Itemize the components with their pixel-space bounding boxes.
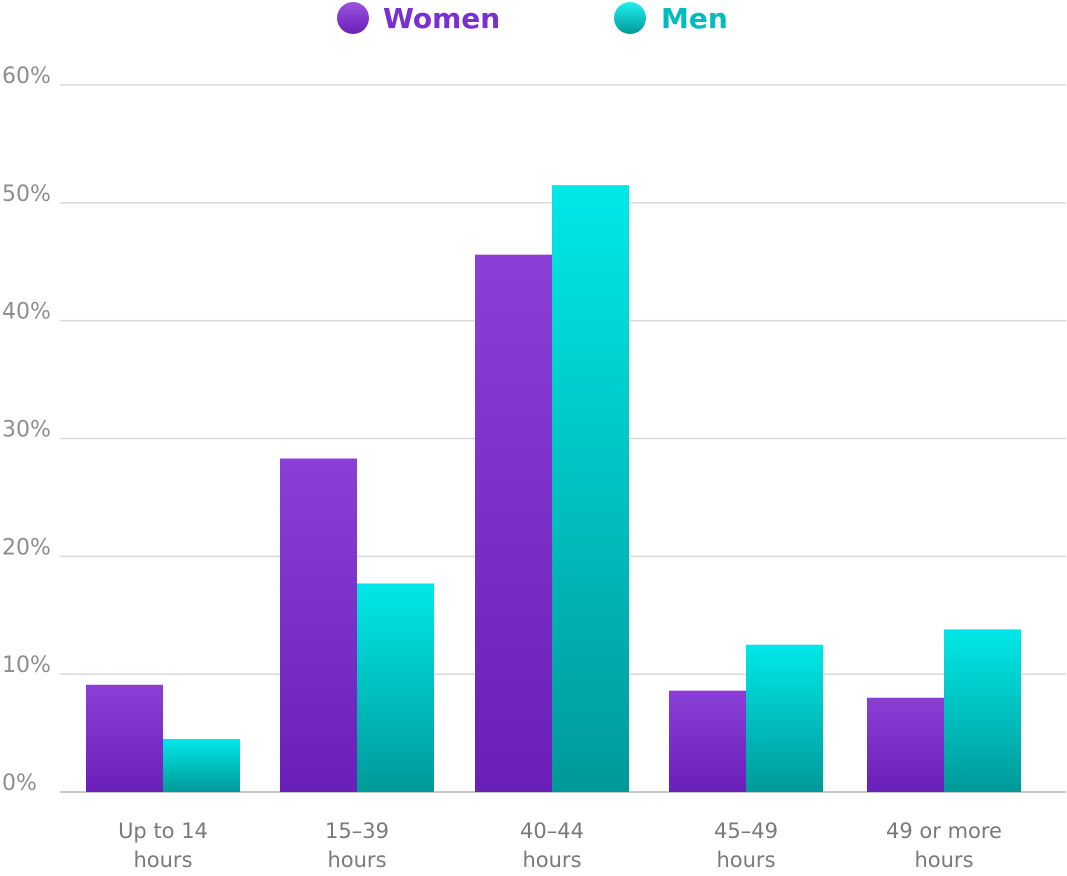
y-tick-label: 40% [2,300,51,325]
legend: Women Men [337,2,728,35]
x-tick-label: Up to 14 hours [118,819,208,872]
bars [86,185,1021,793]
bar-women-4 [867,697,944,792]
y-tick-label: 50% [2,182,51,207]
x-tick-label: 49 or more hours [886,819,1002,872]
x-axis-ticks: Up to 14 hours 15–39 hours 40–44 hours 45–49 ho… [118,819,1002,872]
y-tick-label: 10% [2,653,51,678]
y-tick-label: 0% [2,771,37,796]
bar-men-3 [746,644,823,792]
y-tick-label: 60% [2,64,51,89]
bar-men-2 [552,185,629,793]
x-tick-label: 15–39 hours [325,819,389,872]
legend-label-women: Women [383,2,500,35]
bar-men-0 [163,738,240,792]
bar-women-3 [669,690,746,792]
y-axis-ticks: 0% 10% 20% 30% 40% 50% 60% [2,64,51,796]
bar-women-1 [280,458,357,792]
bar-men-1 [357,583,434,792]
legend-swatch-men [614,2,646,34]
y-tick-label: 20% [2,535,51,560]
legend-label-men: Men [661,2,728,35]
bar-men-4 [944,629,1021,792]
y-tick-label: 30% [2,418,51,443]
x-tick-label: 45–49 hours [714,819,778,872]
bar-women-0 [86,684,163,792]
x-tick-label: 40–44 hours [520,819,584,872]
bar-women-2 [475,254,552,792]
legend-swatch-women [337,2,369,34]
